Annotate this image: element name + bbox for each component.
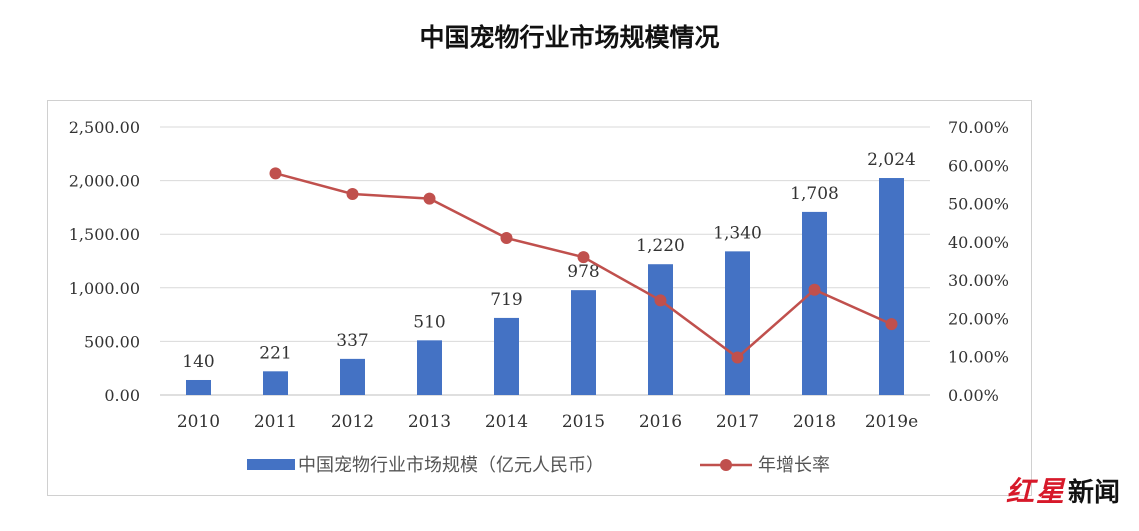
chart-title: 中国宠物行业市场规模情况 (419, 23, 720, 52)
x-tick-label: 2012 (331, 412, 374, 432)
y-right-tick-label: 10.00% (948, 348, 1009, 367)
chart-frame (47, 100, 1032, 496)
y-left-tick-label: 500.00 (84, 332, 140, 351)
y-right-tick-label: 50.00% (948, 195, 1009, 214)
bar-data-label: 2,024 (867, 150, 916, 170)
legend-bar-label: 中国宠物行业市场规模（亿元人民币） (298, 455, 604, 476)
x-tick-label: 2017 (716, 412, 759, 432)
y-left-tick-label: 0.00 (104, 386, 140, 405)
bar (571, 290, 596, 395)
bar (494, 317, 519, 395)
growth-rate-point (500, 232, 513, 245)
bar-data-label: 510 (413, 312, 445, 332)
growth-rate-point (885, 318, 898, 331)
bar-data-label: 1,708 (790, 184, 839, 204)
bar (263, 371, 288, 395)
growth-rate-point (346, 188, 359, 200)
bar (725, 251, 750, 395)
bar-data-label: 1,340 (713, 223, 762, 243)
growth-rate-point (808, 283, 821, 296)
growth-rate-point (731, 351, 744, 364)
y-right-tick-label: 70.00% (948, 118, 1009, 137)
y-right-tick-label: 30.00% (948, 271, 1009, 290)
bar (879, 178, 904, 395)
legend-line-marker (720, 459, 732, 471)
x-tick-label: 2016 (639, 412, 682, 432)
y-left-tick-label: 1,500.00 (69, 225, 140, 244)
x-tick-label: 2013 (408, 412, 451, 432)
bar-data-label: 1,220 (636, 236, 685, 256)
legend-line-label: 年增长率 (758, 455, 830, 476)
bar (186, 379, 211, 395)
bar (802, 211, 827, 395)
bar-data-label: 978 (567, 262, 599, 282)
x-tick-label: 2018 (793, 412, 836, 432)
svg-text:星: 星 (1036, 475, 1066, 508)
growth-rate-point (577, 251, 590, 264)
bar (340, 358, 365, 395)
y-left-tick-label: 1,000.00 (69, 279, 140, 298)
x-tick-label: 2019e (865, 412, 918, 432)
bar-data-label: 140 (182, 352, 214, 372)
bar (648, 264, 673, 395)
y-right-tick-label: 0.00% (948, 386, 999, 405)
y-left-tick-label: 2,000.00 (69, 172, 140, 191)
y-right-tick-label: 40.00% (948, 233, 1009, 252)
x-tick-label: 2010 (177, 412, 220, 432)
svg-text:红: 红 (1006, 475, 1039, 508)
bar-data-label: 337 (336, 331, 368, 351)
svg-text:新闻: 新闻 (1068, 477, 1120, 508)
hongxing-news-logo: 红 星 新闻 (1006, 475, 1120, 508)
growth-rate-point (423, 192, 436, 205)
x-tick-label: 2014 (485, 412, 528, 432)
y-right-tick-label: 20.00% (948, 309, 1009, 328)
y-right-tick-label: 60.00% (948, 156, 1009, 175)
growth-rate-point (269, 167, 282, 180)
legend-bar-swatch (247, 459, 295, 470)
x-tick-label: 2011 (254, 412, 297, 432)
bar (417, 340, 442, 395)
growth-rate-point (654, 294, 667, 307)
bar-data-label: 719 (490, 290, 522, 310)
y-left-tick-label: 2,500.00 (69, 118, 140, 137)
bar-data-label: 221 (259, 343, 291, 363)
x-tick-label: 2015 (562, 412, 605, 432)
